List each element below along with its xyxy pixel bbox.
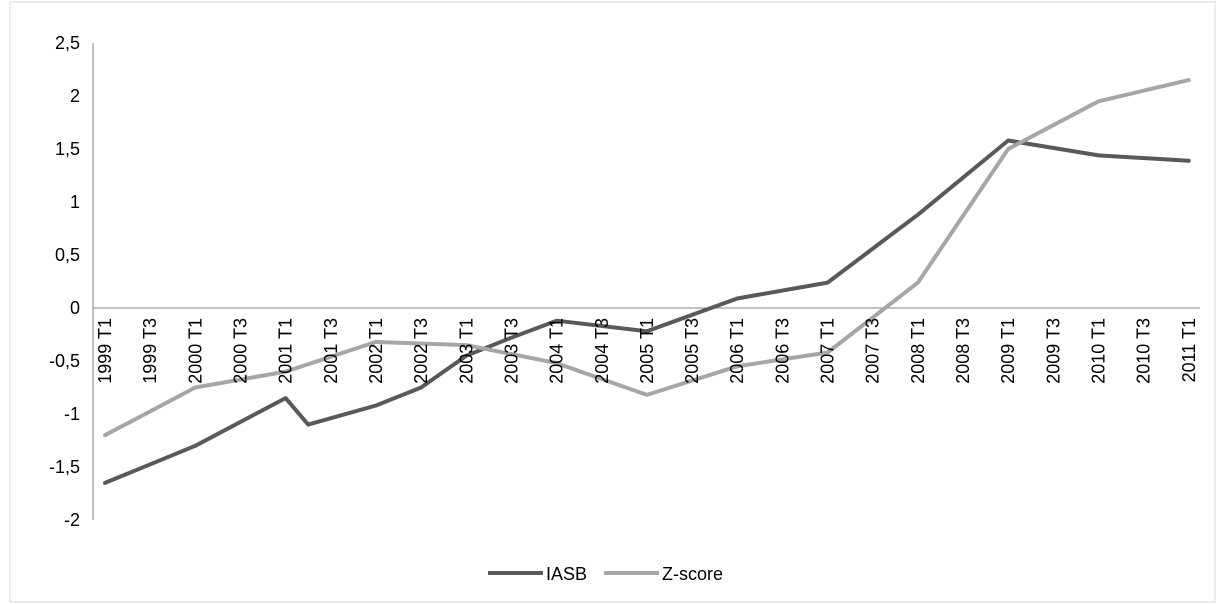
legend-label-iasb: IASB xyxy=(546,564,587,584)
y-tick-label: 1,5 xyxy=(55,139,80,159)
series-line-z-score xyxy=(103,78,1191,438)
x-tick-label: 2007 T1 xyxy=(818,318,838,384)
x-tick-label: 2003 T1 xyxy=(456,318,476,384)
x-tick-label: 2004 T1 xyxy=(547,318,567,384)
x-tick-label: 2000 T3 xyxy=(230,318,250,384)
x-tick-label: 2001 T1 xyxy=(276,318,296,384)
x-tick-label: 2007 T3 xyxy=(863,318,883,384)
x-tick-label: 2010 T1 xyxy=(1089,318,1109,384)
x-tick-label: 2006 T1 xyxy=(727,318,747,384)
y-tick-label: 2,5 xyxy=(55,33,80,53)
x-tick-label: 2010 T3 xyxy=(1134,318,1154,384)
x-tick-label: 2002 T3 xyxy=(411,318,431,384)
y-tick-label: 1 xyxy=(70,192,80,212)
x-tick-label: 2003 T3 xyxy=(501,318,521,384)
x-tick-label: 2005 T3 xyxy=(682,318,702,384)
legend-label-z-score: Z-score xyxy=(662,564,723,584)
x-tick-label: 2009 T3 xyxy=(1043,318,1063,384)
x-tick-label: 2000 T1 xyxy=(185,318,205,384)
series-line-iasb xyxy=(103,138,1191,485)
y-tick-label: 0 xyxy=(70,298,80,318)
axes xyxy=(92,43,1200,520)
x-tick-label: 2011 T1 xyxy=(1179,318,1199,382)
x-tick-label: 2001 T3 xyxy=(321,318,341,384)
x-tick-label: 1999 T3 xyxy=(140,318,160,384)
y-tick-label: -0,5 xyxy=(49,351,80,371)
y-tick-labels: 2,5 2 1,5 1 0,5 0 -0,5 -1 -1,5 -2 xyxy=(49,33,80,530)
y-tick-label: -1,5 xyxy=(49,457,80,477)
y-tick-label: -2 xyxy=(64,510,80,530)
chart-area xyxy=(9,1,1216,603)
x-tick-label: 2006 T3 xyxy=(772,318,792,384)
x-tick-label: 2005 T1 xyxy=(637,318,657,384)
x-tick-label: 2008 T3 xyxy=(953,318,973,384)
x-tick-labels: 1999 T1 1999 T3 2000 T1 2000 T3 2001 T1 2001 … xyxy=(95,318,1199,384)
y-tick-label: -1 xyxy=(64,404,80,424)
x-tick-label: 2009 T1 xyxy=(998,318,1018,384)
x-tick-label: 1999 T1 xyxy=(95,318,115,384)
legend: IASB Z-score xyxy=(488,564,723,584)
series-lines xyxy=(103,78,1191,485)
x-tick-label: 2002 T1 xyxy=(366,318,386,384)
y-tick-label: 2 xyxy=(70,86,80,106)
x-tick-label: 2004 T3 xyxy=(592,318,612,384)
y-tick-label: 0,5 xyxy=(55,245,80,265)
x-tick-label: 2008 T1 xyxy=(908,318,928,384)
